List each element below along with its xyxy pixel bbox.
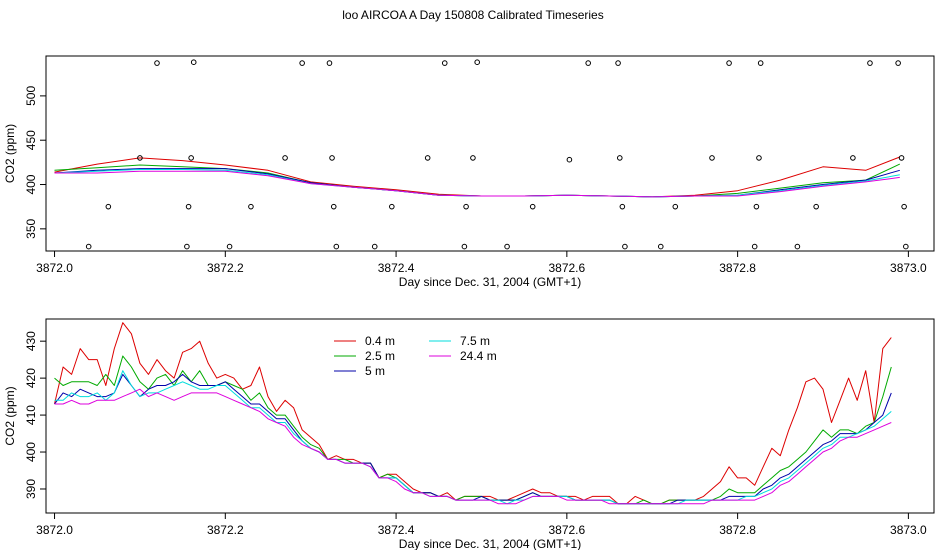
marker-point [529, 203, 536, 210]
plot-frame [45, 55, 935, 252]
series-line-2-5-m [54, 355, 892, 505]
panel-top: 3872.0 3872.2 3872.4 3872.6 3872.8 3873.0 350 4… [3, 55, 935, 289]
marker-point [282, 155, 288, 161]
marker-point [794, 243, 801, 250]
y-tick-label: 410 [24, 405, 38, 425]
marker-point [461, 243, 468, 250]
legend-label: 5 m [365, 364, 385, 378]
marker-point [898, 155, 905, 161]
marker-point [474, 59, 480, 66]
marker-point [657, 243, 664, 250]
marker-point [85, 243, 92, 250]
marker-point [616, 155, 623, 161]
marker-point [672, 203, 679, 210]
x-tick-label: 3872.2 [207, 261, 244, 275]
marker-point [105, 203, 112, 210]
y-tick-label: 400 [24, 174, 38, 194]
marker-point [190, 59, 197, 66]
marker-point [622, 243, 628, 250]
marker-point [903, 243, 909, 250]
marker-point [333, 243, 340, 250]
marker-point [424, 155, 431, 161]
legend-label: 2.5 m [365, 349, 395, 363]
marker-point [299, 60, 305, 66]
legend: 0.4 m2.5 m5 m 7.5 m24.4 m [334, 334, 497, 378]
legend-label: 0.4 m [365, 334, 395, 348]
x-tick-label: 3872.6 [548, 523, 585, 537]
marker-point [329, 155, 335, 161]
marker-point [504, 243, 510, 250]
x-tick-label: 3873.0 [890, 261, 927, 275]
marker-point [753, 203, 760, 210]
marker-point [330, 203, 337, 210]
x-axis-label: Day since Dec. 31, 2004 (GMT+1) [399, 537, 581, 550]
marker-point [226, 243, 233, 250]
x-tick-label: 3872.8 [719, 261, 756, 275]
legend-label: 24.4 m [460, 349, 497, 363]
marker-point [566, 156, 573, 163]
x-tick-label: 3872.4 [378, 261, 415, 275]
y-tick-label: 430 [24, 331, 38, 351]
x-tick-label: 3873.0 [890, 523, 927, 537]
y-tick-label: 500 [24, 86, 38, 106]
x-tick-label: 3872.8 [719, 523, 756, 537]
marker-point [757, 60, 764, 66]
figure-title: loo AIRCOA A Day 150808 Calibrated Times… [342, 8, 603, 22]
marker-point [726, 60, 732, 66]
plot-frame [45, 318, 935, 514]
marker-point [184, 243, 190, 250]
y-tick-label: 420 [24, 368, 38, 388]
marker-point [470, 155, 476, 161]
marker-point [154, 60, 160, 66]
marker-point [463, 203, 469, 210]
marker-point [188, 155, 194, 161]
marker-point [585, 60, 591, 66]
y-axis-label: CO2 (ppm) [3, 386, 17, 445]
panel-bottom: 3872.0 3872.2 3872.4 3872.6 3872.8 3873.0 390 4… [3, 318, 935, 550]
marker-point [709, 155, 715, 161]
y-tick-label: 390 [24, 479, 38, 499]
marker-point [389, 203, 395, 210]
marker-point [326, 60, 333, 66]
x-axis-label: Day since Dec. 31, 2004 (GMT+1) [399, 275, 581, 289]
series-line-7-5-m [54, 370, 892, 505]
marker-point [813, 203, 819, 210]
y-axis-label: CO2 (ppm) [3, 124, 17, 183]
legend-label: 7.5 m [460, 334, 490, 348]
y-tick-label: 350 [24, 219, 38, 239]
marker-point [867, 60, 873, 66]
marker-point [619, 203, 626, 210]
marker-point [441, 60, 448, 66]
series-line-24-4-m [54, 388, 892, 505]
x-tick-label: 3872.6 [548, 261, 585, 275]
series-line-24-4-m [54, 170, 900, 198]
x-tick-label: 3872.2 [207, 523, 244, 537]
x-tick-label: 3872.0 [36, 523, 73, 537]
marker-point [901, 203, 907, 210]
marker-point [185, 203, 192, 210]
x-tick-label: 3872.0 [36, 261, 73, 275]
x-tick-label: 3872.4 [378, 523, 415, 537]
marker-point [756, 155, 762, 161]
series-line-5-m [54, 373, 892, 505]
y-tick-label: 400 [24, 442, 38, 462]
marker-point [751, 243, 758, 250]
y-tick-label: 450 [24, 130, 38, 150]
marker-point [248, 203, 254, 210]
marker-point [371, 243, 378, 250]
marker-point [850, 155, 856, 161]
marker-point [137, 155, 143, 161]
marker-point [895, 60, 901, 66]
marker-point [615, 60, 621, 66]
